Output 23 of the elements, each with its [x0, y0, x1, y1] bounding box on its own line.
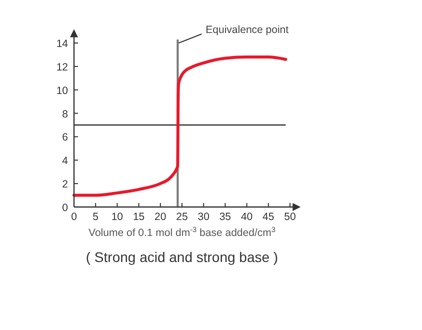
- y-tick-label: 4: [62, 155, 68, 168]
- y-tick-label: 12: [56, 61, 68, 74]
- annotation: Equivalence point: [206, 24, 289, 36]
- x-tick-label: 30: [198, 211, 210, 223]
- x-tick-label: 35: [219, 211, 232, 223]
- y-tick-label: 0: [62, 202, 68, 214]
- x-tick-label: 5: [92, 211, 99, 223]
- x-tick-label: 50: [284, 211, 296, 223]
- y-tick-label: 8: [62, 108, 68, 120]
- y-tick-label: 2: [62, 178, 68, 191]
- x-tick-label: 10: [111, 211, 124, 223]
- x-tick-label: 40: [240, 211, 253, 223]
- x-axis-title: Volume of 0.1 mol dm$^{-3}$ base added/cm$^{3}$: [88, 224, 276, 239]
- y-tick-label: 14: [56, 38, 68, 50]
- x-tick-label: 20: [154, 211, 166, 223]
- text: ( Strong acid and strong base ): [86, 249, 278, 265]
- x-tick-label: 45: [262, 211, 274, 223]
- x-tick-label: 15: [132, 211, 145, 223]
- y-tick-label: 6: [62, 132, 68, 144]
- x-tick-label: 0: [71, 211, 78, 223]
- line-series: [72, 56, 288, 197]
- y-tick-label: 10: [56, 84, 68, 97]
- x-tick-label: 25: [176, 211, 188, 223]
